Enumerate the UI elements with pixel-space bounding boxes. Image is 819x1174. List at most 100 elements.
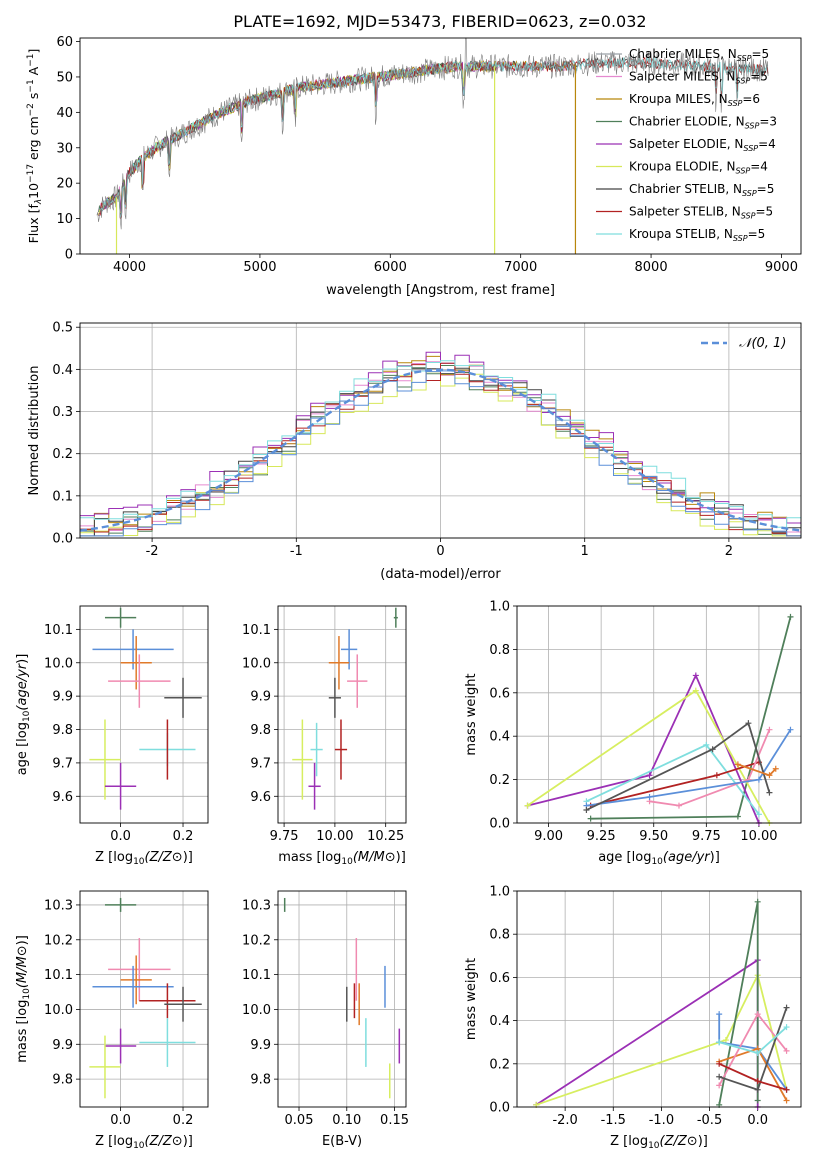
legend-label: Kroupa MILES, NSSP=6 — [629, 92, 760, 108]
weight-marker — [692, 687, 699, 694]
legend-label: Chabrier STELIB, NSSP=5 — [629, 182, 774, 198]
chart-mass_vs_z: 0.0 0.2 9.8 9.9 10.0 10.1 10.2 10.3 Z [log10(Z/Z… — [15, 890, 209, 1151]
y-tick-label: 10.0 — [44, 1003, 73, 1018]
y-tick-label: 50 — [56, 70, 73, 85]
y-tick-label: 10.1 — [44, 623, 73, 638]
y-tick-label: 9.9 — [250, 1038, 271, 1053]
weight-line — [586, 721, 771, 811]
x-tick-label: 9000 — [765, 260, 798, 275]
x-axis-label: Z [log10(Z/Z⊙)] — [95, 850, 193, 867]
weight-marker — [754, 1078, 761, 1085]
x-tick-label: 9.00 — [534, 829, 563, 844]
y-axis-label: age [log10(age/yr)] — [15, 654, 32, 776]
y-tick-label: 9.8 — [52, 723, 73, 738]
x-axis-label: (data-model)/error — [380, 567, 501, 582]
y-axis-label: Normed distribution — [27, 366, 42, 496]
y-tick-label: 0.8 — [489, 928, 510, 943]
y-tick-label: 0.2 — [489, 773, 510, 788]
x-tick-label: 0.0 — [747, 1113, 768, 1128]
y-tick-label: 9.6 — [250, 790, 271, 805]
y-tick-label: 10.1 — [44, 968, 73, 983]
legend-label: Chabrier MILES, NSSP=5 — [629, 47, 769, 63]
legend-label: Salpeter ELODIE, NSSP=4 — [629, 137, 776, 153]
y-tick-label: 9.7 — [250, 756, 271, 771]
x-tick-label: -1 — [290, 544, 303, 559]
y-tick-label: 10.2 — [242, 933, 271, 948]
weight-marker — [713, 772, 720, 779]
weight-marker — [709, 746, 716, 753]
chart-weight_vs_age: 9.00 9.25 9.50 9.75 10.00 0.0 0.2 0.4 0.6 0.8 1.0 a… — [464, 600, 802, 867]
y-tick-label: 9.8 — [250, 1073, 271, 1088]
y-tick-label: 0.4 — [489, 730, 510, 745]
observed-spectrum — [96, 37, 769, 230]
y-tick-label: 1.0 — [489, 885, 510, 900]
y-tick-label: 0.2 — [489, 1057, 510, 1072]
x-tick-label: 8000 — [635, 260, 668, 275]
x-tick-label: -1.5 — [601, 1113, 626, 1128]
x-tick-label: 10.00 — [316, 829, 353, 844]
chart-spectrum: 4000 5000 6000 7000 8000 9000 0 10 20 30 40 50 60 Cha… — [26, 35, 802, 298]
weight-marker — [766, 772, 773, 779]
weight-marker — [766, 789, 773, 796]
y-tick-label: 1.0 — [489, 600, 510, 615]
chart-residuals: -2 -1 0 1 2 0.0 0.1 0.2 0.3 0.4 0.5 𝒩(0, 1) (data-mo… — [27, 321, 802, 582]
legend-label: Salpeter MILES, NSSP=5 — [629, 70, 768, 86]
plot-frame — [516, 890, 802, 1108]
x-tick-label: 9.50 — [639, 829, 668, 844]
y-tick-label: 0.8 — [489, 643, 510, 658]
plot-frame — [79, 37, 802, 255]
weight-marker — [524, 802, 531, 809]
y-tick-label: 10.2 — [44, 933, 73, 948]
y-tick-label: 9.8 — [250, 723, 271, 738]
y-axis-label: mass weight — [464, 673, 479, 755]
x-tick-label: -2.0 — [552, 1113, 577, 1128]
x-tick-label: 2 — [725, 544, 733, 559]
weight-line — [590, 616, 792, 820]
x-axis-label: wavelength [Angstrom, rest frame] — [326, 283, 555, 298]
weight-marker — [646, 793, 653, 800]
y-axis-label: Flux [fλ10−17 erg cm−2 s−1 A−1] — [26, 49, 44, 244]
weight-marker — [716, 1011, 723, 1018]
y-tick-label: 10.0 — [242, 656, 271, 671]
y-tick-label: 60 — [56, 35, 73, 50]
normal-reference-curve — [79, 368, 802, 532]
x-axis-label: Z [log10(Z/Z⊙)] — [95, 1134, 193, 1151]
plot-frame — [79, 605, 209, 824]
weight-marker — [787, 613, 794, 620]
weight-line — [527, 673, 760, 824]
legend-label: Kroupa STELIB, NSSP=5 — [629, 227, 765, 243]
weight-marker — [675, 802, 682, 809]
plot-frame — [516, 605, 802, 824]
y-tick-label: 9.6 — [52, 790, 73, 805]
weight-marker — [783, 1004, 790, 1011]
y-tick-label: 10.3 — [44, 898, 73, 913]
weight-line — [718, 1014, 788, 1091]
x-tick-label: 1 — [581, 544, 589, 559]
x-tick-label: 0.0 — [110, 829, 131, 844]
y-tick-label: 0.6 — [489, 686, 510, 701]
x-tick-label: 10.25 — [367, 829, 404, 844]
weight-marker — [783, 1097, 790, 1104]
y-axis-label: mass weight — [464, 958, 479, 1040]
weight-marker — [787, 726, 794, 733]
weight-marker — [783, 1047, 790, 1054]
weight-marker — [783, 1086, 790, 1093]
weight-marker — [716, 1060, 723, 1067]
x-tick-label: 0.2 — [173, 829, 194, 844]
weight-marker — [587, 815, 594, 822]
y-tick-label: 10.3 — [242, 898, 271, 913]
weight-marker — [716, 1039, 723, 1046]
legend-label: Chabrier ELODIE, NSSP=3 — [629, 115, 777, 131]
x-tick-label: -0.5 — [697, 1113, 722, 1128]
y-tick-label: 9.9 — [52, 690, 73, 705]
y-tick-label: 0 — [65, 248, 73, 263]
weight-marker — [755, 811, 762, 818]
y-tick-label: 0.6 — [489, 971, 510, 986]
figure-title: PLATE=1692, MJD=53473, FIBERID=0623, z=0… — [233, 12, 647, 31]
y-tick-label: 0.0 — [489, 1101, 510, 1116]
weight-line — [737, 763, 777, 777]
y-axis-label: mass [log10(M/M⊙)] — [15, 935, 32, 1063]
x-tick-label: 10.00 — [740, 829, 777, 844]
weight-marker — [754, 1086, 761, 1093]
y-tick-label: 0.4 — [489, 1014, 510, 1029]
